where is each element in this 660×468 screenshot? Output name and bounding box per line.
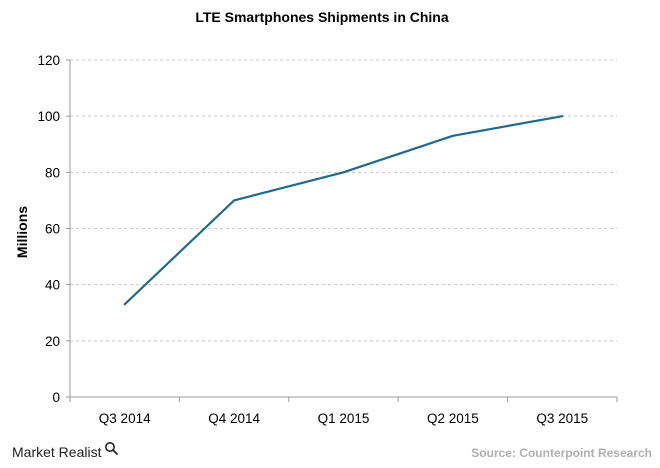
- y-tick-labels: 0 20 40 60 80 100 120: [37, 53, 60, 405]
- source-note: Source: Counterpoint Research: [471, 446, 652, 460]
- magnifier-icon: [105, 441, 118, 455]
- y-tick-label: 0: [52, 390, 60, 405]
- gridlines: [70, 59, 617, 342]
- x-tick-label: Q4 2014: [208, 411, 260, 426]
- y-tick-label: 80: [45, 165, 60, 180]
- y-tick-label: 120: [37, 53, 60, 68]
- x-tick-label: Q3 2015: [536, 411, 588, 426]
- y-axis-title: Millions: [14, 206, 30, 258]
- series-path: [123, 115, 564, 306]
- x-tick-label: Q3 2014: [99, 411, 151, 426]
- chart-title: LTE Smartphones Shipments in China: [195, 9, 449, 25]
- y-tick-label: 100: [37, 109, 60, 124]
- y-tick-label: 20: [45, 334, 60, 349]
- x-tick-labels: Q3 2014 Q4 2014 Q1 2015 Q2 2015 Q3 2015: [99, 411, 588, 426]
- x-tick-label: Q2 2015: [427, 411, 479, 426]
- axes: [66, 59, 618, 402]
- x-tick-label: Q1 2015: [318, 411, 370, 426]
- y-tick-label: 40: [45, 278, 60, 293]
- y-tick-label: 60: [45, 222, 60, 237]
- brand-logo-text: Market Realist: [12, 444, 102, 460]
- series-line: [123, 115, 564, 306]
